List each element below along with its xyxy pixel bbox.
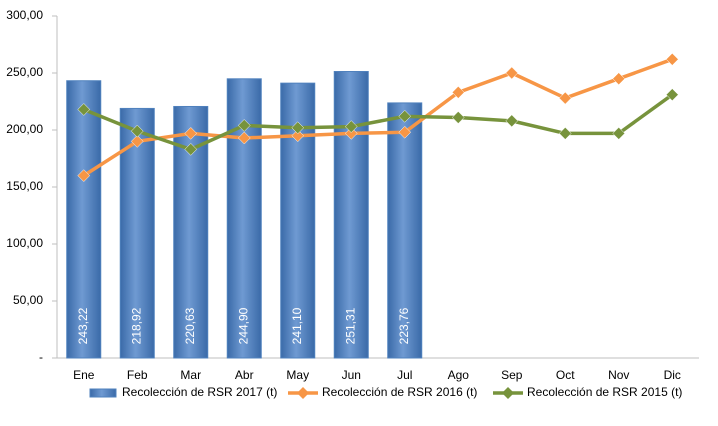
x-tick-label: Oct xyxy=(556,368,575,382)
y-tick-label: - xyxy=(39,350,43,364)
x-tick-label: Ago xyxy=(448,368,470,382)
line-marker xyxy=(451,86,465,99)
x-tick-label: Abr xyxy=(235,368,254,382)
line-marker xyxy=(344,127,358,140)
y-tick-label: 100,00 xyxy=(6,236,43,250)
y-tick-label: 250,00 xyxy=(6,65,43,79)
x-tick-label: Jul xyxy=(397,368,412,382)
y-tick-label: 200,00 xyxy=(6,122,43,136)
line-marker xyxy=(665,88,679,102)
y-tick-label: 150,00 xyxy=(6,179,43,193)
legend-marker xyxy=(502,387,514,399)
line-marker xyxy=(291,129,305,143)
legend-label: Recolección de RSR 2015 (t) xyxy=(527,385,682,399)
line-marker xyxy=(237,131,251,145)
line-marker xyxy=(77,103,91,116)
line-marker xyxy=(291,121,305,135)
bar xyxy=(66,80,102,359)
line-marker xyxy=(184,143,198,156)
legend-label: Recolección de RSR 2017 (t) xyxy=(122,385,277,399)
line-marker xyxy=(344,120,358,133)
bar-value-label: 243,22 xyxy=(76,307,90,344)
line-marker xyxy=(398,125,412,139)
bar-value-label: 251,31 xyxy=(343,307,357,344)
x-tick-label: Feb xyxy=(127,368,148,382)
line-marker xyxy=(451,111,465,124)
legend-marker xyxy=(297,387,309,399)
bar-value-label: 241,10 xyxy=(290,307,304,344)
line-series xyxy=(82,57,673,178)
y-tick-label: 50,00 xyxy=(13,293,43,307)
x-tick-label: Nov xyxy=(608,368,629,382)
bar-value-label: 220,63 xyxy=(183,307,197,344)
line-marker xyxy=(665,52,679,66)
x-tick-label: Sep xyxy=(501,368,523,382)
bar-value-label: 244,90 xyxy=(236,307,250,344)
line-marker xyxy=(612,127,626,140)
bar-value-label: 218,92 xyxy=(129,307,143,344)
line-marker xyxy=(558,91,572,105)
line-marker xyxy=(505,66,519,80)
line-series xyxy=(83,93,674,152)
x-tick-label: Mar xyxy=(180,368,201,382)
line-marker xyxy=(130,124,144,138)
bar xyxy=(387,102,423,359)
line-marker xyxy=(398,109,412,123)
line-marker xyxy=(77,169,91,182)
x-tick-label: Ene xyxy=(73,368,95,382)
y-tick-label: 300,00 xyxy=(6,8,43,22)
x-tick-label: Jun xyxy=(342,368,361,382)
legend-swatch xyxy=(89,388,117,398)
bar xyxy=(333,71,369,359)
line-marker xyxy=(505,114,519,128)
line-marker xyxy=(558,127,572,140)
line-marker xyxy=(184,127,198,140)
line-marker xyxy=(612,72,626,86)
bar-value-label: 223,76 xyxy=(397,307,411,344)
x-tick-label: May xyxy=(286,368,309,382)
legend-label: Recolección de RSR 2016 (t) xyxy=(322,385,477,399)
line-marker xyxy=(130,135,144,148)
x-tick-label: Dic xyxy=(664,368,681,382)
line-marker xyxy=(237,119,251,132)
